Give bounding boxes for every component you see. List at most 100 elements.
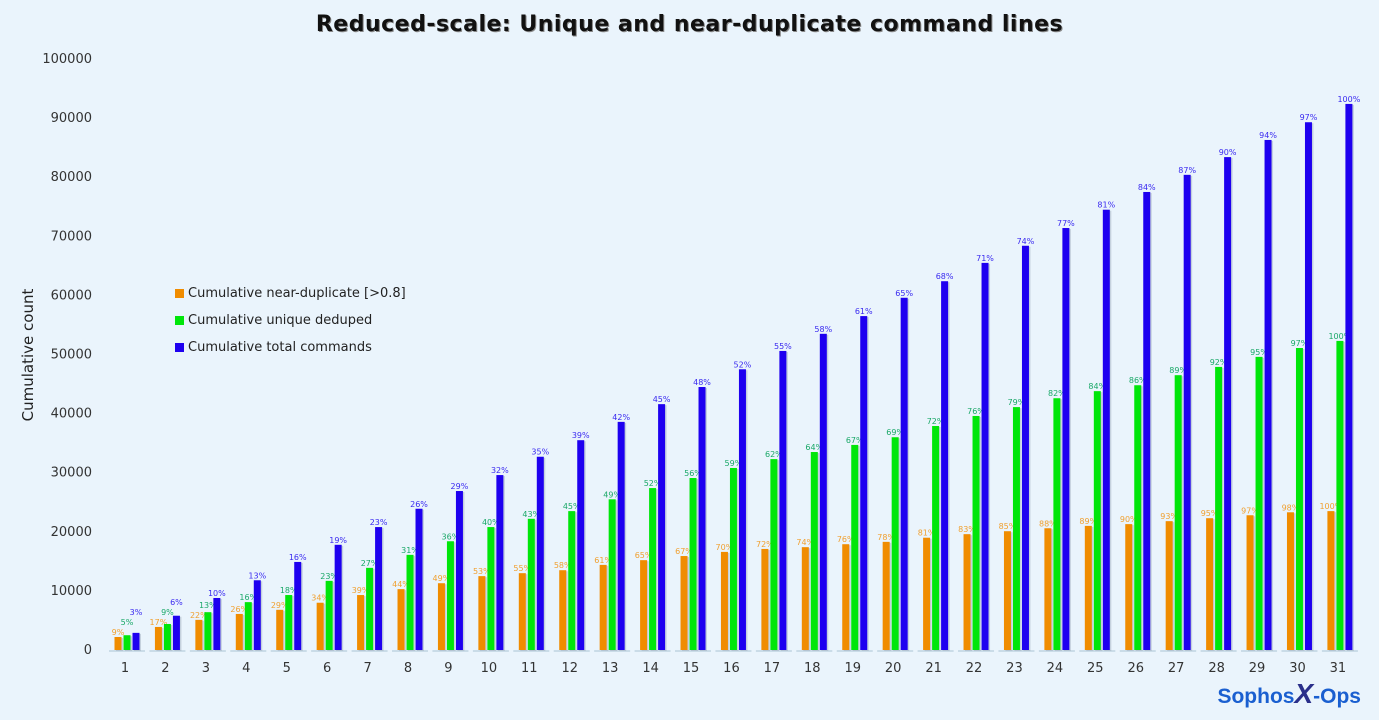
bar <box>1215 366 1223 650</box>
data-label: 94% <box>1259 131 1277 140</box>
data-label: 84% <box>1088 382 1106 391</box>
bar <box>981 262 989 650</box>
bar <box>649 488 657 650</box>
data-label: 3% <box>130 608 143 617</box>
data-label: 13% <box>248 571 266 580</box>
y-tick-label: 40000 <box>51 407 92 422</box>
data-label: 65% <box>895 289 913 298</box>
data-label: 100% <box>1337 95 1360 104</box>
data-label: 68% <box>936 272 954 281</box>
data-label: 71% <box>976 254 994 263</box>
bar <box>132 632 140 650</box>
data-label: 74% <box>796 538 814 547</box>
data-label: 59% <box>725 459 743 468</box>
data-label: 31% <box>401 546 419 555</box>
bar <box>253 580 261 650</box>
data-label: 39% <box>572 431 590 440</box>
data-label: 61% <box>855 307 873 316</box>
bar <box>640 560 648 650</box>
data-label: 58% <box>814 325 832 334</box>
data-label: 16% <box>289 553 307 562</box>
data-label: 69% <box>886 428 904 437</box>
bar <box>446 541 454 650</box>
bar <box>276 609 284 650</box>
bar <box>963 534 971 650</box>
data-label: 72% <box>756 540 774 549</box>
x-tick-label: 9 <box>444 661 452 676</box>
bar <box>415 508 423 650</box>
x-tick-label: 16 <box>723 661 740 676</box>
bar <box>680 556 688 650</box>
bar <box>285 595 293 650</box>
legend-swatch <box>175 316 184 325</box>
bar <box>608 499 616 650</box>
bar <box>1206 518 1214 650</box>
bar <box>658 404 666 650</box>
data-label: 5% <box>121 618 134 627</box>
bar <box>478 576 486 650</box>
data-label: 89% <box>1169 366 1187 375</box>
bar <box>1174 375 1182 650</box>
data-label: 49% <box>603 490 621 499</box>
bar <box>1255 356 1263 650</box>
y-tick-label: 20000 <box>51 525 92 540</box>
bar <box>801 547 809 650</box>
bar <box>900 297 908 650</box>
bar <box>729 467 737 650</box>
bar <box>1264 139 1272 651</box>
data-label: 29% <box>451 482 469 491</box>
data-label: 90% <box>1120 515 1138 524</box>
data-label: 26% <box>230 605 248 614</box>
bar <box>518 573 526 650</box>
data-label: 58% <box>554 561 572 570</box>
x-tick-label: 11 <box>521 661 538 676</box>
x-tick-label: 22 <box>966 661 983 676</box>
bar <box>1053 398 1061 650</box>
y-tick-label: 100000 <box>42 52 92 67</box>
data-label: 9% <box>161 608 174 617</box>
bar <box>851 444 859 650</box>
data-label: 26% <box>410 500 428 509</box>
data-label: 70% <box>716 543 734 552</box>
bar <box>738 369 746 650</box>
bar <box>294 561 302 650</box>
bar <box>1134 385 1142 650</box>
x-tick-label: 7 <box>363 661 371 676</box>
bar <box>617 421 625 650</box>
bar <box>163 623 171 650</box>
data-label: 79% <box>1008 398 1026 407</box>
bar <box>366 567 374 650</box>
bar <box>455 491 463 650</box>
data-label: 29% <box>271 601 289 610</box>
bar <box>536 456 544 650</box>
data-label: 64% <box>805 443 823 452</box>
data-label: 88% <box>1039 519 1057 528</box>
data-label: 55% <box>513 564 531 573</box>
data-label: 100% <box>1319 502 1342 511</box>
data-label: 34% <box>311 594 329 603</box>
x-tick-label: 28 <box>1208 661 1225 676</box>
data-label: 49% <box>433 574 451 583</box>
data-label: 18% <box>280 586 298 595</box>
bar <box>244 602 252 650</box>
data-label: 56% <box>684 469 702 478</box>
data-label: 44% <box>392 580 410 589</box>
data-label: 61% <box>594 556 612 565</box>
bar <box>842 544 850 650</box>
bar <box>1336 340 1344 650</box>
bar <box>559 570 567 650</box>
data-label: 23% <box>320 572 338 581</box>
bar <box>235 613 243 650</box>
bar <box>810 452 818 650</box>
x-tick-label: 14 <box>642 661 659 676</box>
bar <box>779 350 787 650</box>
data-label: 95% <box>1201 509 1219 518</box>
bar <box>375 527 383 650</box>
y-tick-label: 0 <box>84 643 92 658</box>
data-label: 98% <box>1282 503 1300 512</box>
y-tick-label: 50000 <box>51 348 92 363</box>
bar <box>1093 391 1101 650</box>
bar <box>487 527 495 650</box>
x-tick-label: 26 <box>1127 661 1144 676</box>
bar <box>1003 531 1011 650</box>
